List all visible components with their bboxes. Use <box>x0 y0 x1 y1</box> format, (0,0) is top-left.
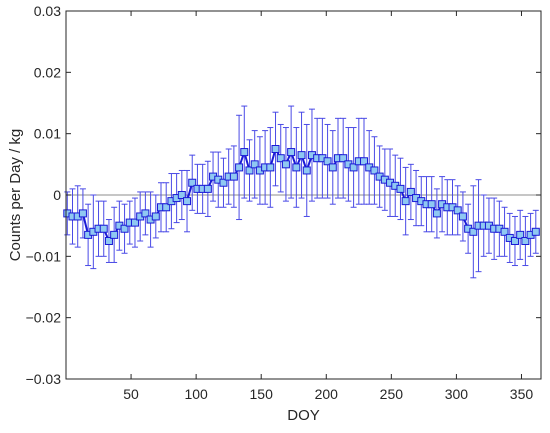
y-tick-label: 0.02 <box>34 64 61 80</box>
y-axis-title: Counts per Day / kg <box>7 129 24 262</box>
data-point <box>271 145 280 153</box>
data-point <box>531 227 540 236</box>
x-ticks: 50 100 150 200 250 300 350 <box>123 11 533 402</box>
x-tick-label: 350 <box>510 386 534 402</box>
data-point <box>453 206 462 215</box>
data-point <box>401 197 410 206</box>
data-point <box>235 163 244 172</box>
data-point <box>183 197 192 206</box>
data-point <box>458 212 467 221</box>
x-tick-label: 50 <box>123 386 139 402</box>
data-point <box>469 227 478 236</box>
data-point <box>245 166 254 175</box>
y-tick-label: 0.01 <box>34 126 61 142</box>
data-point <box>370 166 379 175</box>
data-point <box>141 209 150 218</box>
x-tick-label: 100 <box>184 386 208 402</box>
data-point <box>406 187 415 196</box>
data-point <box>510 237 519 245</box>
data-point <box>219 178 228 187</box>
x-tick-label: 300 <box>445 386 469 402</box>
data-point <box>78 209 87 218</box>
data-point <box>250 160 259 169</box>
data-point <box>203 184 212 193</box>
y-tick-label: −0.01 <box>26 248 62 264</box>
data-point <box>276 154 285 163</box>
data-point <box>432 209 441 218</box>
data-point <box>287 148 296 157</box>
y-tick-label: −0.02 <box>26 310 62 326</box>
data-point <box>292 163 301 172</box>
data-point <box>328 163 337 172</box>
x-tick-label: 250 <box>380 386 404 402</box>
data-point <box>516 230 525 239</box>
data-point <box>130 218 139 227</box>
data-point <box>302 166 311 175</box>
data-point <box>229 172 238 181</box>
data-point <box>339 154 348 163</box>
data-point <box>360 157 369 166</box>
data-point <box>240 148 249 157</box>
data-point <box>151 212 160 221</box>
data-point <box>396 184 405 193</box>
data-point <box>99 224 108 233</box>
markers <box>63 145 540 245</box>
y-tick-label: 0 <box>53 187 61 203</box>
data-point <box>323 157 332 166</box>
data-point <box>281 160 290 169</box>
data-point <box>349 163 358 172</box>
data-point <box>120 224 129 233</box>
data-point <box>104 237 113 245</box>
data-point <box>266 163 275 172</box>
x-tick-label: 150 <box>250 386 274 402</box>
data-point <box>188 178 197 187</box>
data-point <box>427 200 436 209</box>
y-tick-label: −0.03 <box>26 371 62 387</box>
x-axis-title: DOY <box>287 407 320 424</box>
data-point <box>162 203 171 212</box>
data-point <box>500 227 509 236</box>
x-tick-label: 200 <box>315 386 339 402</box>
data-point <box>521 237 530 245</box>
data-point <box>110 230 119 239</box>
y-ticks: −0.03 −0.02 −0.01 0 0.01 0.02 0.03 <box>26 3 541 387</box>
data-point <box>177 191 186 199</box>
data-point <box>297 151 306 160</box>
y-tick-label: 0.03 <box>34 3 61 19</box>
